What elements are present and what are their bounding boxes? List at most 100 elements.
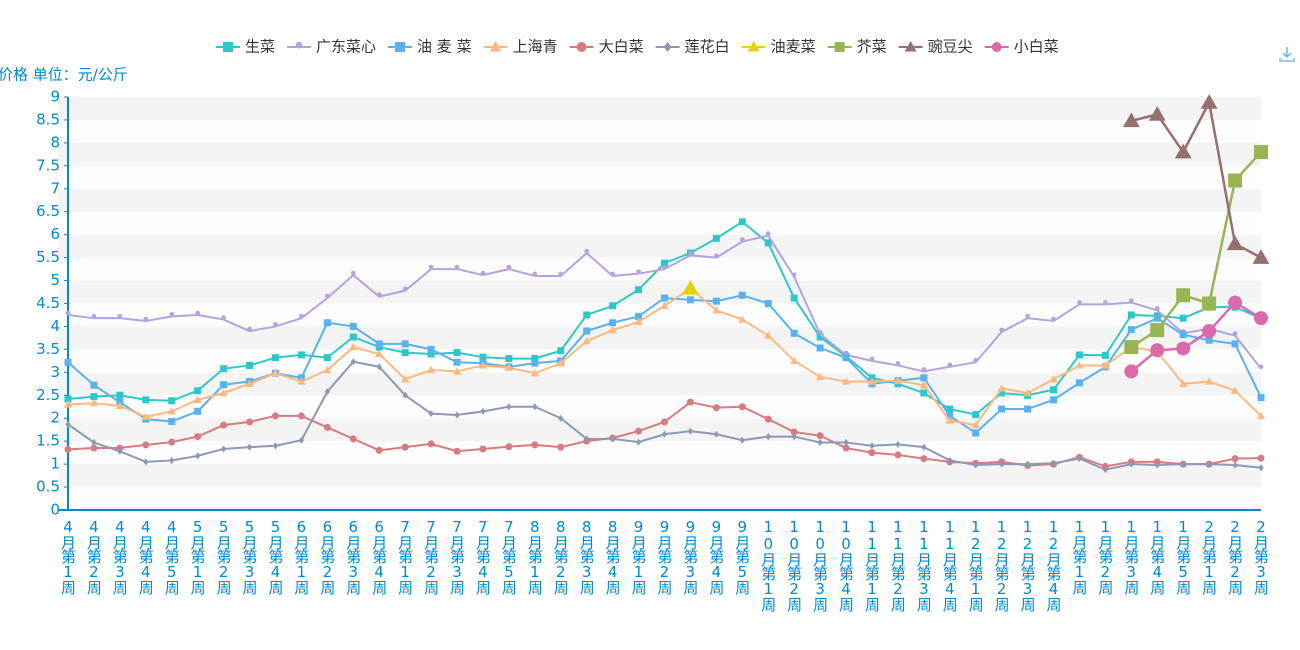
point bbox=[375, 349, 384, 358]
legend-item[interactable]: 上海青 bbox=[483, 38, 558, 56]
point bbox=[297, 412, 305, 420]
point bbox=[1049, 375, 1058, 383]
x-tick-label: 5月第4周 bbox=[266, 518, 284, 596]
y-tick-label: 3 bbox=[50, 363, 60, 381]
legend-item[interactable]: 豌豆尖 bbox=[898, 38, 973, 56]
point bbox=[453, 447, 461, 455]
point bbox=[349, 322, 357, 330]
point bbox=[297, 377, 306, 385]
point bbox=[194, 407, 202, 415]
point bbox=[453, 358, 461, 366]
point bbox=[375, 446, 383, 454]
legend-item[interactable]: 生菜 bbox=[216, 38, 275, 56]
y-tick-label: 0.5 bbox=[36, 478, 60, 496]
point bbox=[1124, 364, 1139, 379]
point bbox=[246, 361, 254, 369]
point bbox=[584, 435, 590, 443]
grid-band bbox=[58, 303, 1261, 327]
point bbox=[1252, 249, 1270, 264]
point bbox=[117, 313, 123, 319]
point bbox=[272, 442, 279, 450]
point bbox=[1202, 296, 1217, 311]
legend-item[interactable]: 大白菜 bbox=[569, 38, 644, 56]
point bbox=[1200, 94, 1218, 109]
point bbox=[402, 391, 408, 399]
point bbox=[273, 322, 278, 327]
point bbox=[246, 418, 254, 426]
point bbox=[947, 456, 953, 464]
y-tick-label: 1.5 bbox=[36, 432, 60, 450]
y-tick-label: 3.5 bbox=[36, 340, 60, 358]
point bbox=[1179, 331, 1187, 339]
x-tick-label: 12月第1周 bbox=[967, 518, 985, 613]
point bbox=[1258, 364, 1264, 369]
legend-item[interactable]: 小白菜 bbox=[984, 38, 1059, 56]
legend-item[interactable]: 广东菜心 bbox=[287, 38, 376, 56]
point bbox=[947, 362, 953, 368]
point bbox=[453, 349, 461, 357]
legend-item[interactable]: 芥菜 bbox=[827, 38, 887, 56]
point bbox=[452, 367, 462, 375]
point bbox=[1179, 314, 1187, 322]
point bbox=[1228, 295, 1243, 310]
x-tick-label: 8月第3周 bbox=[578, 518, 596, 596]
point bbox=[998, 405, 1006, 413]
point bbox=[479, 445, 487, 453]
point bbox=[1257, 454, 1265, 462]
point bbox=[817, 329, 823, 335]
point bbox=[505, 355, 513, 363]
point bbox=[791, 272, 797, 278]
point bbox=[168, 417, 176, 425]
point bbox=[842, 354, 850, 362]
point bbox=[428, 264, 434, 270]
point bbox=[843, 350, 849, 356]
point bbox=[1205, 336, 1213, 344]
x-tick-label: 7月第5周 bbox=[500, 518, 518, 596]
x-tick-label: 5月第3周 bbox=[241, 518, 259, 596]
point bbox=[427, 440, 435, 448]
point bbox=[998, 389, 1006, 397]
x-tick-label: 7月第3周 bbox=[448, 518, 466, 596]
x-tick-label: 4月第2周 bbox=[85, 518, 103, 596]
grid-band bbox=[58, 188, 1261, 212]
x-tick-label: 2月第3周 bbox=[1252, 518, 1270, 596]
x-tick-label: 11月第4周 bbox=[941, 518, 959, 613]
y-tick-label: 8 bbox=[50, 133, 60, 151]
point bbox=[247, 326, 252, 332]
point bbox=[169, 456, 175, 464]
point bbox=[991, 42, 1002, 52]
point bbox=[1232, 331, 1238, 336]
point bbox=[402, 286, 408, 291]
point bbox=[1103, 300, 1108, 305]
grid-band bbox=[58, 97, 1261, 120]
legend-item[interactable]: 莲花白 bbox=[655, 38, 730, 56]
legend-item[interactable]: 油 麦 菜 bbox=[388, 38, 472, 56]
point bbox=[167, 407, 176, 415]
point bbox=[869, 356, 875, 362]
download-icon[interactable] bbox=[1279, 47, 1295, 62]
x-tick-label: 9月第1周 bbox=[630, 518, 648, 596]
point bbox=[246, 443, 253, 451]
point bbox=[765, 433, 771, 441]
x-tick-label: 1月第4周 bbox=[1148, 518, 1166, 596]
point bbox=[504, 363, 514, 371]
point bbox=[350, 270, 356, 276]
point bbox=[323, 365, 332, 374]
point bbox=[972, 411, 980, 419]
x-tick-label: 11月第1周 bbox=[863, 518, 881, 613]
point bbox=[193, 395, 202, 404]
x-tick-label: 1月第2周 bbox=[1096, 518, 1114, 596]
point bbox=[921, 367, 927, 372]
point bbox=[971, 420, 980, 429]
point bbox=[945, 416, 954, 424]
y-tick-label: 4.5 bbox=[36, 294, 60, 312]
point bbox=[141, 412, 151, 420]
point bbox=[738, 291, 746, 299]
point bbox=[635, 286, 643, 294]
point bbox=[660, 301, 669, 309]
point bbox=[271, 369, 280, 377]
point bbox=[1050, 396, 1058, 404]
legend-item[interactable]: 油麦菜 bbox=[741, 38, 816, 56]
grid-band bbox=[58, 395, 1261, 419]
point bbox=[1025, 313, 1030, 319]
